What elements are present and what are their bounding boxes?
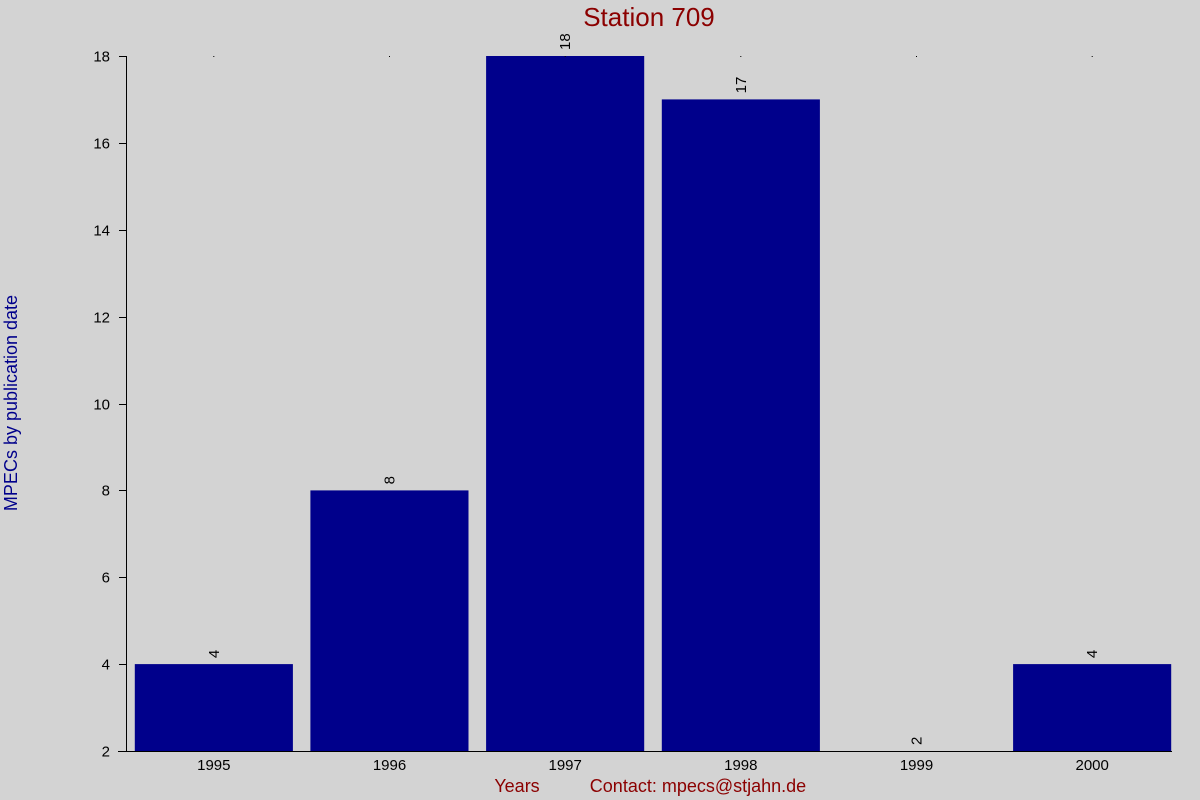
bar-1997 [486,56,645,751]
top-tick-1999 [916,56,917,57]
y-axis-title: MPECs by publication date [1,295,21,511]
x-tick-label-1996: 1996 [373,757,406,774]
data-label-2000: 4 [1084,650,1101,658]
top-tick-1996 [389,56,390,57]
data-label-1997: 18 [557,33,574,50]
y-tick-label-14: 14 [93,223,110,240]
x-axis-title: Years [494,776,539,796]
top-tick-1995 [213,56,215,57]
data-label-1998: 17 [733,77,750,94]
chart-title: Station 709 [583,2,715,32]
bar-1998 [661,99,820,751]
bars-group [134,56,1172,751]
x-axis: 1995 1996 1997 1998 1999 2000 [118,56,1172,774]
x-tick-label-1997: 1997 [549,757,582,774]
y-tick-label-16: 16 [93,136,110,153]
data-label-1999: 2 [909,737,926,745]
y-tick-label-4: 4 [102,657,110,674]
top-tick-2000 [1091,56,1093,57]
contact-footer: Contact: mpecs@stjahn.de [590,776,806,796]
y-tick-label-12: 12 [93,310,110,327]
y-tick-label-10: 10 [93,397,110,414]
data-labels-group: 4 8 18 17 2 4 [206,33,1101,745]
top-tick-1997 [564,56,566,57]
y-axis: 2 4 6 8 10 12 14 16 18 [93,49,127,761]
y-tick-label-18: 18 [93,49,110,66]
x-tick-label-1998: 1998 [724,757,757,774]
y-tick-label-6: 6 [102,570,110,587]
data-label-1996: 8 [382,476,399,484]
x-tick-label-2000: 2000 [1076,757,1109,774]
x-tick-label-1995: 1995 [197,757,230,774]
y-tick-label-8: 8 [102,483,110,500]
bar-1996 [310,490,469,751]
bar-1995 [134,664,293,751]
data-label-1995: 4 [206,650,223,658]
bar-2000 [1013,664,1172,751]
top-tick-1998 [740,56,742,57]
x-tick-label-1999: 1999 [900,757,933,774]
y-tick-label-2: 2 [102,744,110,761]
